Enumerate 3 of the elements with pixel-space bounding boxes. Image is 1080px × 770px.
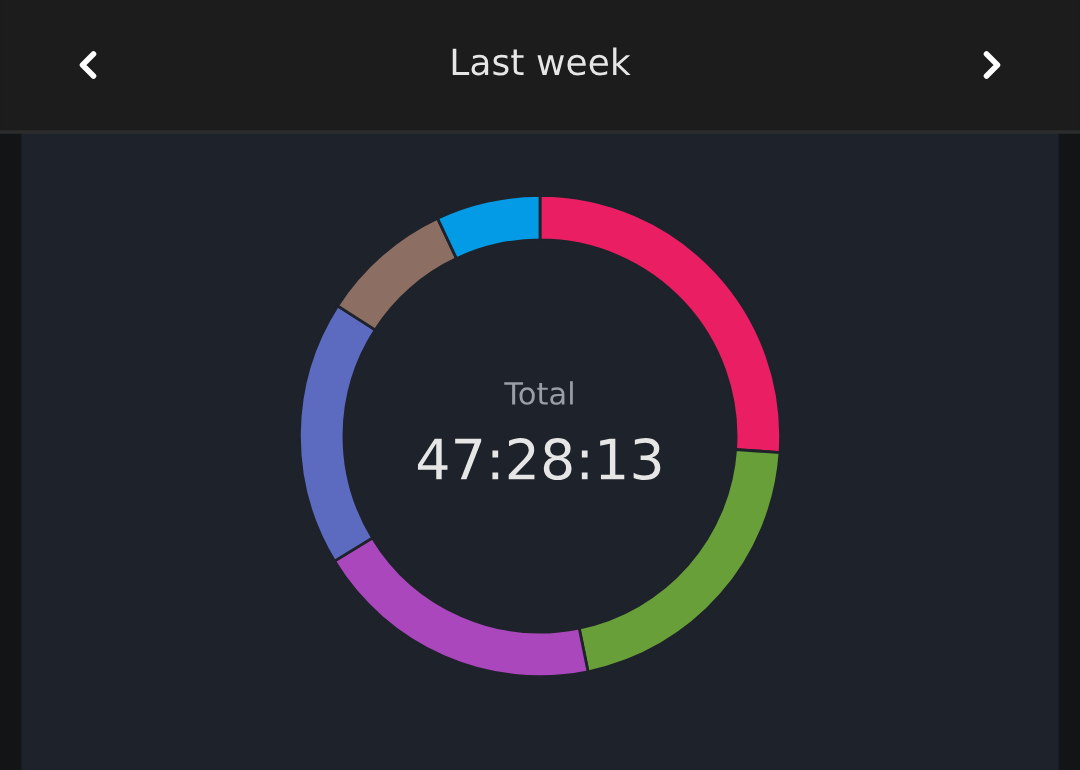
chart-title: Last week: [452, 47, 631, 76]
text: Total: [504, 381, 573, 405]
text: 47:28:13: [417, 438, 661, 481]
